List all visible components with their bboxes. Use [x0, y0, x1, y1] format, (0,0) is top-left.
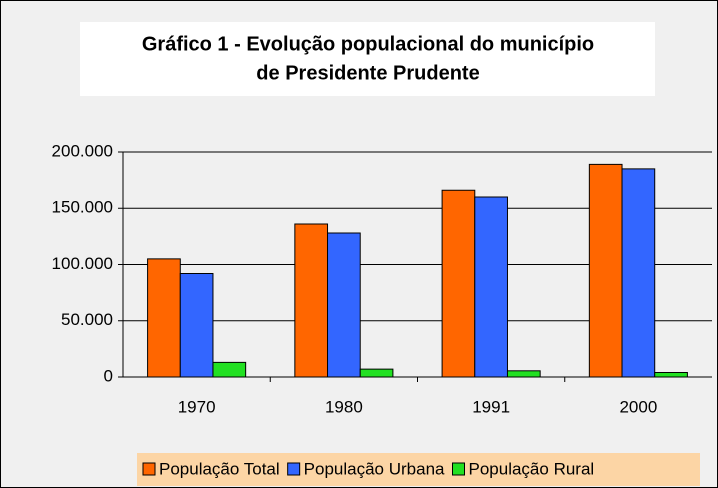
y-tick-label: 0	[104, 366, 113, 385]
legend-box	[137, 453, 700, 486]
bar	[474, 196, 508, 378]
y-tick-label: 200.000	[52, 141, 113, 160]
bar	[654, 372, 688, 378]
legend-label: População Urbana	[304, 459, 445, 478]
legend-swatch	[142, 462, 156, 476]
x-tick-label: 1980	[325, 397, 363, 416]
legend-swatch	[287, 462, 301, 476]
x-tick-label: 2000	[619, 397, 657, 416]
legend-label: População Total	[159, 459, 280, 478]
bar	[212, 361, 247, 378]
x-tick-label: 1970	[178, 397, 216, 416]
title-box	[80, 22, 655, 96]
bar	[327, 232, 361, 378]
bar	[294, 223, 329, 378]
bar	[588, 163, 623, 378]
chart-title: Gráfico 1 - Evolução populacional do mun…	[142, 33, 594, 55]
legend-swatch	[452, 462, 465, 476]
bar	[441, 189, 476, 378]
y-tick-label: 100.000	[52, 254, 113, 273]
bar	[147, 258, 181, 378]
chart-title: de Presidente Prudente	[256, 62, 479, 84]
bar	[179, 273, 214, 378]
bar	[621, 168, 656, 378]
x-tick-label: 1991	[472, 397, 510, 416]
bar	[506, 370, 541, 378]
y-tick-label: 50.000	[61, 310, 113, 329]
bar	[359, 368, 394, 378]
y-tick-label: 150.000	[52, 198, 113, 217]
legend-label: População Rural	[469, 459, 595, 478]
